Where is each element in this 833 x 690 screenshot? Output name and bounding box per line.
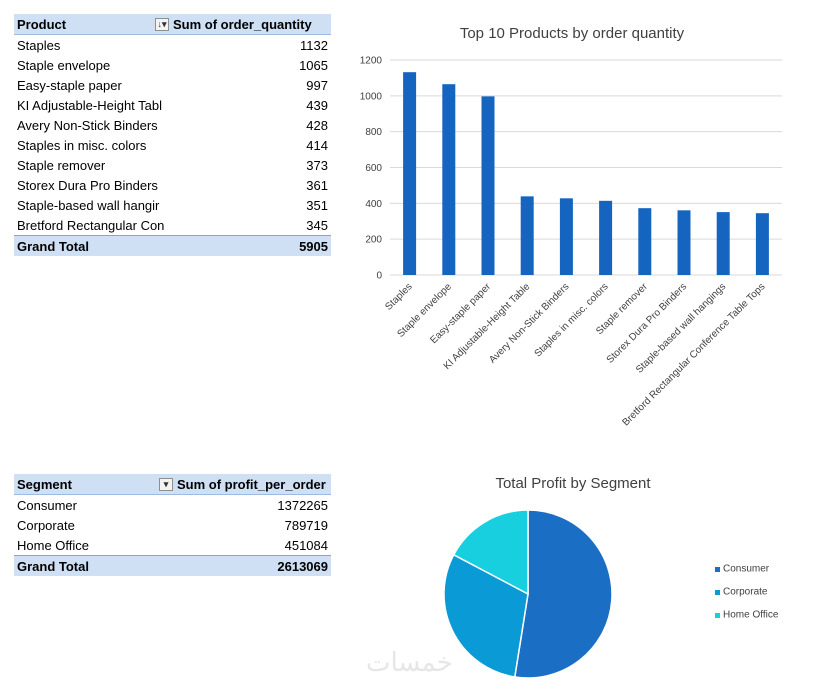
legend-marker [715, 613, 720, 618]
row-label: Storex Dura Pro Binders [17, 177, 158, 193]
segment-pivot-table: Segment ▾ Sum of profit_per_order Consum… [14, 474, 331, 576]
filter-dropdown-icon[interactable]: ▾ [159, 477, 173, 491]
table-row: Bretford Rectangular Con 345 [14, 215, 331, 235]
bar [481, 96, 495, 275]
row-value: 345 [306, 217, 328, 233]
segment-profit-pie-chart: Total Profit by Segment Consumer Corporat… [443, 475, 779, 679]
row-value: 789719 [284, 517, 328, 533]
pie-slice [452, 509, 529, 596]
x-tick-label: Staples in misc. colors [533, 281, 611, 359]
row-value: 351 [306, 197, 328, 213]
row-label: Corporate [17, 517, 75, 533]
legend-marker [715, 590, 720, 595]
table-row: Easy-staple paper 997 [14, 75, 331, 95]
table-row: Staple envelope 1065 [14, 55, 331, 75]
table-row: Storex Dura Pro Binders 361 [14, 175, 331, 195]
row-label: Staples in misc. colors [17, 137, 147, 153]
legend-label: Consumer [723, 564, 770, 575]
row-label: KI Adjustable-Height Tabl [17, 97, 163, 113]
bar [403, 72, 417, 275]
row-value: 1132 [300, 37, 328, 53]
bar [638, 208, 652, 275]
row-label: Staple remover [17, 157, 106, 173]
row-label: Avery Non-Stick Binders [17, 117, 158, 133]
bar [599, 200, 613, 275]
row-label: Staple-based wall hangir [17, 197, 160, 213]
bar [755, 213, 769, 275]
row-value: 414 [306, 137, 328, 153]
row-label: Consumer [17, 497, 77, 513]
x-tick-label: Staples [383, 281, 414, 312]
product-pivot-header: Product ↓▾ Sum of order_quantity [14, 14, 331, 35]
sort-filter-icon[interactable]: ↓▾ [155, 17, 169, 31]
legend-marker [715, 567, 720, 572]
order-quantity-column-header: Sum of order_quantity [173, 16, 312, 32]
product-grand-total-row: Grand Total 5905 [14, 235, 331, 256]
table-row: Staple-based wall hangir 351 [14, 195, 331, 215]
y-tick-label: 800 [365, 127, 382, 138]
product-column-header: Product [17, 16, 67, 32]
row-value: 373 [306, 157, 328, 173]
grand-total-label: Grand Total [17, 558, 89, 574]
table-row: Corporate 789719 [14, 515, 331, 535]
y-tick-label: 0 [376, 271, 382, 282]
table-row: Avery Non-Stick Binders 428 [14, 115, 331, 135]
legend-label: Corporate [723, 587, 768, 598]
watermark-logo: خمسات [366, 648, 453, 678]
table-row: Consumer 1372265 [14, 495, 331, 515]
pie-slice [513, 509, 613, 679]
row-value: 439 [306, 97, 328, 113]
x-tick-label: Bretford Rectangular Conference Table To… [620, 281, 767, 428]
row-label: Staple envelope [17, 57, 111, 73]
grand-total-label: Grand Total [17, 238, 89, 254]
table-row: Home Office 451084 [14, 535, 331, 555]
row-label: Easy-staple paper [17, 77, 122, 93]
x-tick-label: Storex Dura Pro Binders [605, 281, 689, 365]
row-value: 361 [306, 177, 328, 193]
y-tick-label: 200 [365, 235, 382, 246]
row-value: 451084 [284, 537, 328, 553]
bar [520, 196, 534, 275]
row-value: 1372265 [277, 497, 328, 513]
row-value: 428 [306, 117, 328, 133]
segment-column-header: Segment [17, 476, 72, 492]
x-tick-label: Avery Non-Stick Binders [487, 281, 571, 365]
table-row: KI Adjustable-Height Tabl 439 [14, 95, 331, 115]
product-pivot-table: Product ↓▾ Sum of order_quantity Staples… [14, 14, 331, 256]
pie-chart-title: Total Profit by Segment [495, 475, 651, 492]
table-row: Staples in misc. colors 414 [14, 135, 331, 155]
grand-total-value: 5905 [299, 238, 328, 254]
row-label: Staples [17, 37, 61, 53]
row-value: 1065 [299, 57, 328, 73]
table-row: Staples 1132 [14, 35, 331, 55]
table-row: Staple remover 373 [14, 155, 331, 175]
segment-grand-total-row: Grand Total 2613069 [14, 555, 331, 576]
row-value: 997 [306, 77, 328, 93]
top-products-bar-chart: Top 10 Products by order quantity 0 200 40… [360, 25, 782, 428]
y-tick-label: 1000 [360, 91, 383, 102]
bar [442, 84, 456, 275]
bar [716, 212, 730, 275]
segment-pivot-header: Segment ▾ Sum of profit_per_order [14, 474, 331, 495]
profit-column-header: Sum of profit_per_order [177, 476, 326, 492]
y-tick-label: 400 [365, 199, 382, 210]
bar [677, 210, 691, 275]
y-tick-label: 1200 [360, 56, 383, 67]
y-tick-label: 600 [365, 163, 382, 174]
grand-total-value: 2613069 [277, 558, 328, 574]
bar [559, 198, 573, 275]
row-label: Bretford Rectangular Con [17, 217, 165, 233]
bar-chart-title: Top 10 Products by order quantity [460, 25, 685, 42]
row-label: Home Office [17, 537, 90, 553]
pie-slice [443, 553, 529, 678]
legend-label: Home Office [723, 610, 779, 621]
